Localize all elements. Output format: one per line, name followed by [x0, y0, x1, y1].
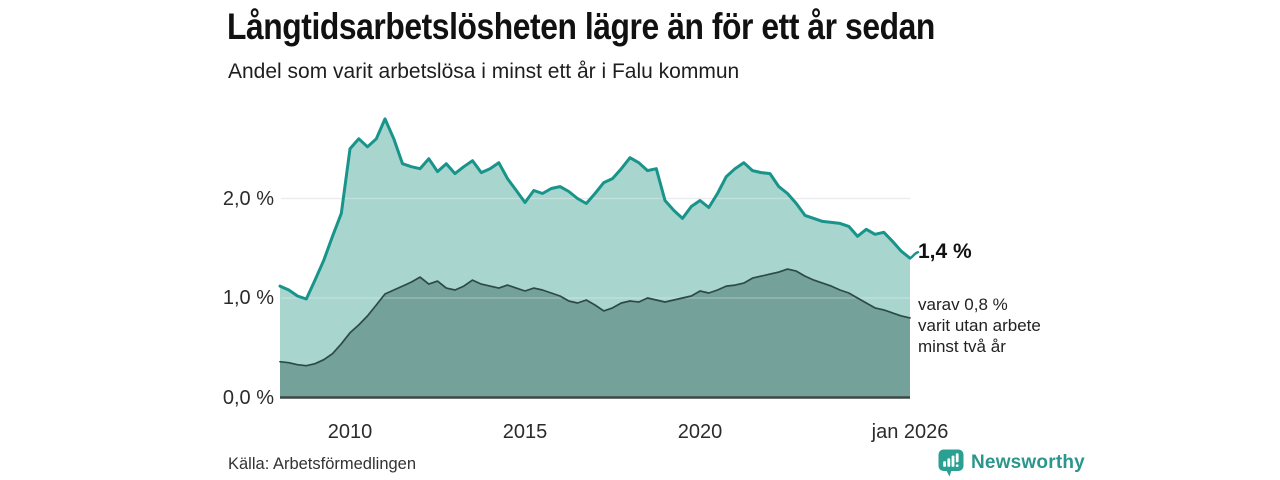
x-tick-label: 2015: [502, 421, 548, 443]
x-tick-label: jan 2026: [871, 421, 949, 443]
y-tick-label: 0,0 %: [222, 386, 274, 409]
brand-name: Newsworthy: [971, 452, 1085, 473]
page-title-text: Långtidsarbetslösheten lägre än för ett …: [227, 6, 935, 47]
subseries-annotation: varav 0,8 % varit utan arbete minst två …: [918, 295, 1041, 356]
y-tick-label: 2,0 %: [222, 187, 274, 210]
gridlines-overlay: [281, 197, 910, 299]
chart-lines: [278, 117, 912, 367]
end-value-label: 1,4 %: [918, 240, 972, 263]
page-title: Långtidsarbetslösheten lägre än för ett …: [227, 6, 1050, 48]
end-value-tick: [908, 251, 920, 260]
y-tick-label: 1,0 %: [222, 287, 274, 309]
bar-chart-speech-bubble-icon: [938, 449, 964, 477]
x-tick-label: 2010: [327, 421, 373, 443]
newsworthy-logo[interactable]: Newsworthy: [938, 449, 1085, 477]
x-tick-label: 2020: [677, 421, 723, 443]
source-note: Källa: Arbetsförmedlingen: [228, 455, 417, 473]
chart-areas: [280, 118, 910, 398]
chart-subtitle: Andel som varit arbetslösa i minst ett å…: [228, 60, 740, 83]
